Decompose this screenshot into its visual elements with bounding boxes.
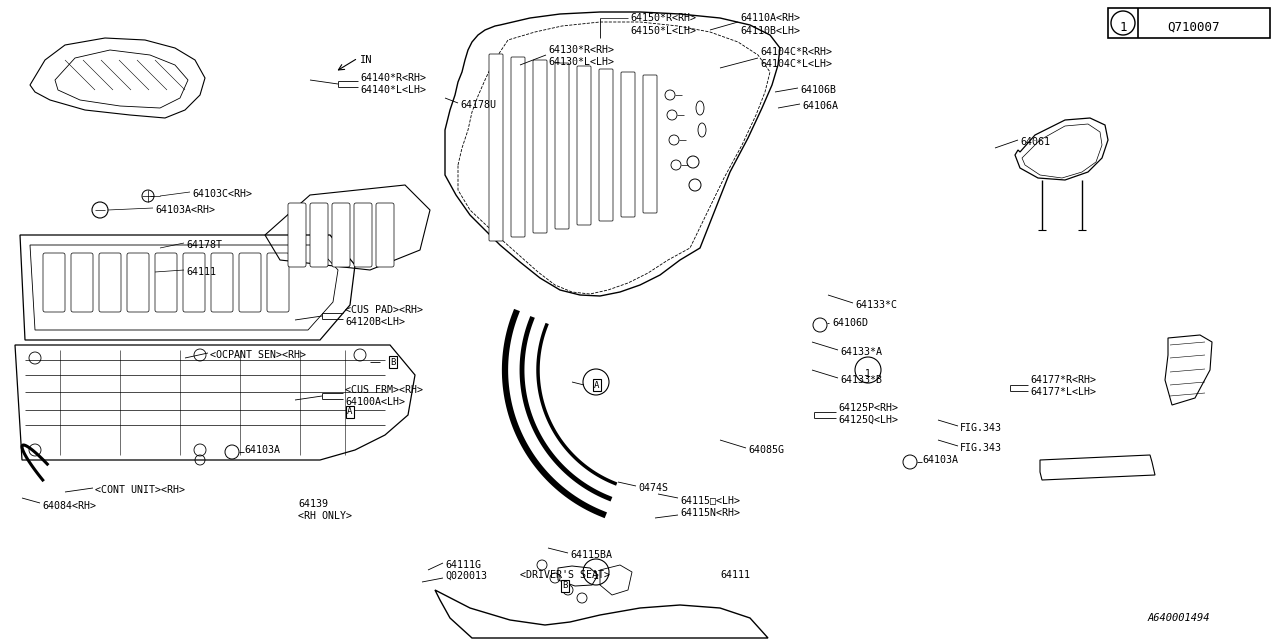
Text: 64111G: 64111G [445, 560, 481, 570]
FancyBboxPatch shape [211, 253, 233, 312]
Text: Q020013: Q020013 [445, 571, 486, 581]
Text: A640001494: A640001494 [1148, 613, 1211, 623]
Text: 64125P<RH>: 64125P<RH> [838, 403, 899, 413]
Text: 1: 1 [1119, 20, 1126, 33]
Text: 64120B<LH>: 64120B<LH> [346, 317, 404, 327]
Text: <CUS PAD><RH>: <CUS PAD><RH> [346, 305, 422, 315]
Text: 64178T: 64178T [186, 240, 221, 250]
Text: 64140*R<RH>: 64140*R<RH> [360, 73, 426, 83]
FancyBboxPatch shape [268, 253, 289, 312]
FancyBboxPatch shape [643, 75, 657, 213]
Text: A: A [347, 408, 353, 417]
Text: 64177*L<LH>: 64177*L<LH> [1030, 387, 1096, 397]
FancyBboxPatch shape [44, 253, 65, 312]
Text: 1: 1 [593, 571, 599, 581]
FancyBboxPatch shape [99, 253, 122, 312]
FancyBboxPatch shape [599, 69, 613, 221]
Text: 64104C*R<RH>: 64104C*R<RH> [760, 47, 832, 57]
Text: 64103A: 64103A [244, 445, 280, 455]
Text: 64106A: 64106A [803, 101, 838, 111]
Text: 1: 1 [593, 381, 599, 391]
FancyBboxPatch shape [155, 253, 177, 312]
Text: 64106B: 64106B [800, 85, 836, 95]
FancyBboxPatch shape [577, 66, 591, 225]
FancyBboxPatch shape [376, 203, 394, 267]
Text: B: B [390, 358, 396, 367]
FancyBboxPatch shape [556, 63, 570, 229]
FancyBboxPatch shape [532, 60, 547, 233]
FancyBboxPatch shape [355, 203, 372, 267]
Text: Q710007: Q710007 [1167, 20, 1220, 33]
Text: 64133*C: 64133*C [855, 300, 897, 310]
Text: 64115BA: 64115BA [570, 550, 612, 560]
Bar [1108, 8, 1270, 38]
Text: <OCPANT SEN><RH>: <OCPANT SEN><RH> [210, 350, 306, 360]
Text: 64150*R<RH>: 64150*R<RH> [630, 13, 696, 23]
Text: 64061: 64061 [1020, 137, 1050, 147]
Text: 64177*R<RH>: 64177*R<RH> [1030, 375, 1096, 385]
FancyBboxPatch shape [70, 253, 93, 312]
Text: 64125Q<LH>: 64125Q<LH> [838, 415, 899, 425]
Text: 0474S: 0474S [637, 483, 668, 493]
Text: 64150*L<LH>: 64150*L<LH> [630, 26, 696, 36]
FancyBboxPatch shape [511, 57, 525, 237]
Text: 64130*L<LH>: 64130*L<LH> [548, 57, 614, 67]
Text: 64104C*L<LH>: 64104C*L<LH> [760, 59, 832, 69]
FancyBboxPatch shape [183, 253, 205, 312]
Text: 64178U: 64178U [460, 100, 497, 110]
FancyBboxPatch shape [310, 203, 328, 267]
Text: 64130*R<RH>: 64130*R<RH> [548, 45, 614, 55]
Text: 64103A: 64103A [922, 455, 957, 465]
Text: 64133*B: 64133*B [840, 375, 882, 385]
Text: FIG.343: FIG.343 [960, 423, 1002, 433]
Text: B: B [562, 582, 568, 591]
FancyBboxPatch shape [332, 203, 349, 267]
Text: A: A [594, 381, 600, 390]
FancyBboxPatch shape [239, 253, 261, 312]
Text: <RH ONLY>: <RH ONLY> [298, 511, 352, 521]
Text: 64084<RH>: 64084<RH> [42, 501, 96, 511]
Text: 64139: 64139 [298, 499, 328, 509]
Text: <CUS FRM><RH>: <CUS FRM><RH> [346, 385, 422, 395]
Text: 64085G: 64085G [748, 445, 785, 455]
FancyBboxPatch shape [288, 203, 306, 267]
Text: 64103C<RH>: 64103C<RH> [192, 189, 252, 199]
Text: 64100A<LH>: 64100A<LH> [346, 397, 404, 407]
Text: 64140*L<LH>: 64140*L<LH> [360, 85, 426, 95]
Text: 64106D: 64106D [832, 318, 868, 328]
FancyBboxPatch shape [489, 54, 503, 241]
Text: 64115N<RH>: 64115N<RH> [680, 508, 740, 518]
FancyBboxPatch shape [127, 253, 148, 312]
Text: 1: 1 [865, 369, 870, 379]
FancyBboxPatch shape [621, 72, 635, 217]
Text: FIG.343: FIG.343 [960, 443, 1002, 453]
Text: 64111: 64111 [186, 267, 216, 277]
Text: 64110B<LH>: 64110B<LH> [740, 26, 800, 36]
Text: <CONT UNIT><RH>: <CONT UNIT><RH> [95, 485, 186, 495]
Text: 64133*A: 64133*A [840, 347, 882, 357]
Text: 64110A<RH>: 64110A<RH> [740, 13, 800, 23]
Text: 64103A<RH>: 64103A<RH> [155, 205, 215, 215]
Text: IN: IN [360, 55, 372, 65]
Text: 64111: 64111 [721, 570, 750, 580]
Text: <DRIVER'S SEAT>: <DRIVER'S SEAT> [520, 570, 611, 580]
Text: 64115□<LH>: 64115□<LH> [680, 495, 740, 505]
